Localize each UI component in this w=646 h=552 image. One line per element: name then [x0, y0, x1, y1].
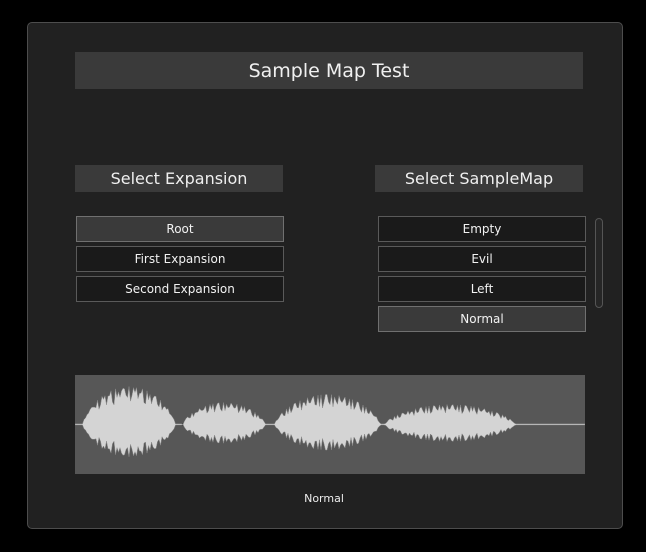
samplemap-item-label: Evil	[471, 252, 493, 266]
expansion-item-label: Second Expansion	[125, 282, 235, 296]
samplemap-item-label: Empty	[462, 222, 502, 236]
status-label-text: Normal	[304, 492, 344, 505]
expansion-header: Select Expansion	[75, 165, 283, 192]
samplemap-item-normal[interactable]: Normal	[378, 306, 586, 332]
samplemap-item-evil[interactable]: Evil	[378, 246, 586, 272]
waveform-graphic	[74, 386, 586, 457]
samplemap-item-label: Normal	[460, 312, 504, 326]
expansion-item-label: Root	[166, 222, 194, 236]
samplemap-header-text: Select SampleMap	[404, 169, 554, 188]
expansion-item-root[interactable]: Root	[76, 216, 284, 242]
samplemap-item-label: Left	[470, 282, 494, 296]
samplemap-scrollbar[interactable]	[595, 218, 603, 308]
page-title: Sample Map Test	[75, 52, 583, 89]
status-label: Normal	[75, 492, 573, 505]
expansion-item-second[interactable]: Second Expansion	[76, 276, 284, 302]
expansion-item-label: First Expansion	[134, 252, 226, 266]
expansion-header-text: Select Expansion	[110, 169, 248, 188]
page-title-text: Sample Map Test	[248, 59, 410, 82]
samplemap-item-empty[interactable]: Empty	[378, 216, 586, 242]
expansion-item-first[interactable]: First Expansion	[76, 246, 284, 272]
waveform-display[interactable]	[74, 375, 586, 474]
samplemap-item-left[interactable]: Left	[378, 276, 586, 302]
samplemap-header: Select SampleMap	[375, 165, 583, 192]
